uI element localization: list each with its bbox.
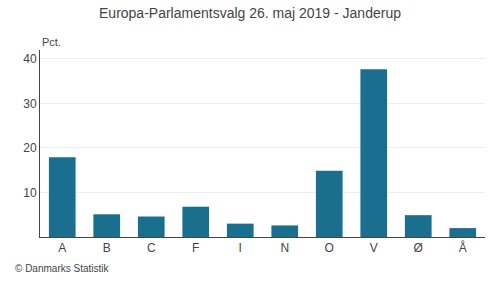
svg-text:20: 20 [23,141,37,155]
svg-text:10: 10 [23,186,37,200]
svg-text:A: A [58,241,66,255]
svg-text:Ø: Ø [414,241,423,255]
svg-text:B: B [103,241,111,255]
svg-text:Europa-Parlamentsvalg 26. maj: Europa-Parlamentsvalg 26. maj 2019 - Jan… [99,5,401,21]
svg-text:© Danmarks Statistik: © Danmarks Statistik [15,263,110,274]
svg-text:C: C [147,241,156,255]
svg-text:I: I [239,241,242,255]
svg-text:N: N [280,241,289,255]
svg-text:Å: Å [459,240,467,255]
svg-text:Pct.: Pct. [42,36,61,48]
svg-text:40: 40 [23,52,37,66]
svg-text:F: F [192,241,199,255]
svg-text:30: 30 [23,97,37,111]
svg-text:V: V [370,241,378,255]
svg-text:O: O [325,241,334,255]
